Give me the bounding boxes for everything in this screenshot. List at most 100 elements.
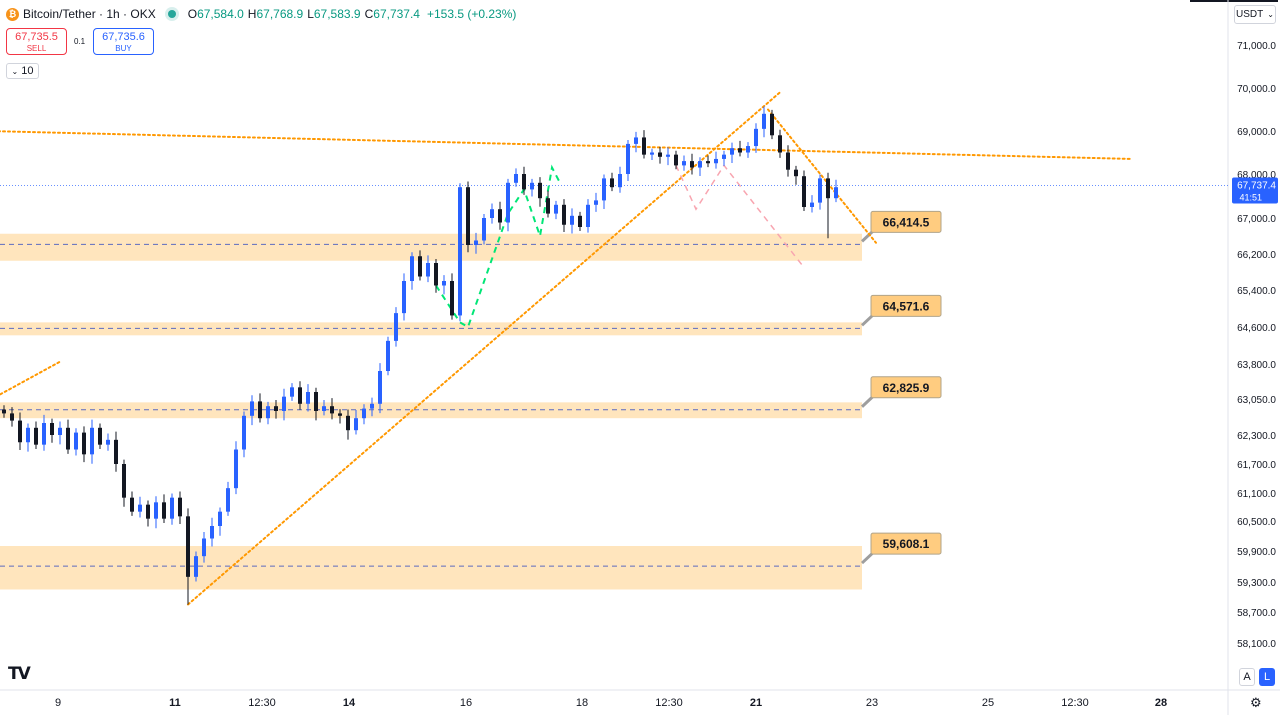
time-axis-tick: 12:30 [248,697,276,709]
candle-up [386,340,390,371]
candle-up [154,502,158,519]
candle-up [618,174,622,188]
buy-button[interactable]: 67,735.6 BUY [93,28,154,55]
spread-value: 0.1 [74,37,86,46]
sell-label: SELL [26,44,47,53]
candle-down [706,161,710,164]
current-price-value: 67,737.4 [1237,181,1276,192]
candle-up [506,182,510,223]
time-axis-tick: 16 [460,697,472,709]
candle-up [730,148,734,155]
candle-down [690,161,694,168]
candle-up [554,204,558,214]
candle-down [434,263,438,286]
candle-down [314,392,318,411]
time-axis-tick: 28 [1155,697,1167,709]
candle-down [546,198,550,214]
candle-up [378,371,382,404]
zone-price-label-box [870,532,942,555]
candle-up [570,215,574,225]
candle-up [370,403,374,409]
candle-up [138,504,142,512]
time-axis-tick: 11 [169,697,181,709]
support-zone [0,233,862,261]
ohlc-low-value: 67,583.9 [313,7,361,21]
price-axis-tick: 71,000.0 [1237,41,1276,52]
candle-down [738,148,742,153]
price-axis-tick: 69,000.0 [1237,127,1276,138]
candle-up [322,406,326,411]
candle-up [202,538,206,557]
log-scale-button[interactable]: L [1259,668,1275,686]
candle-down [522,174,526,190]
buy-label: BUY [115,44,132,53]
candle-down [178,497,182,517]
candle-down [130,497,134,512]
candle-down [114,439,118,464]
zone-price-label: 66,414.5 [883,215,930,229]
symbol-title[interactable]: Bitcoin/Tether · 1h · OKX [23,7,156,21]
time-axis-tick: 9 [55,697,61,709]
price-axis-tick: 64,600.0 [1237,323,1276,334]
projection-path-down [675,164,805,268]
time-axis-tick: 12:30 [1061,697,1089,709]
price-axis-tick: 67,000.0 [1237,214,1276,225]
candle-up [650,152,654,155]
time-axis-tick: 14 [343,697,356,709]
price-axis-tick: 59,900.0 [1237,547,1276,558]
price-axis-tick: 63,800.0 [1237,360,1276,371]
candle-down [826,178,830,199]
price-axis-tick: 65,400.0 [1237,286,1276,297]
price-axis-tick: 59,300.0 [1237,578,1276,589]
sell-button[interactable]: 67,735.5 SELL [6,28,67,55]
candle-up [410,256,414,281]
candle-down [162,502,166,519]
candle-down [2,409,6,414]
candle-down [610,178,614,188]
candle-up [594,200,598,205]
candle-down [578,215,582,227]
candle-down [82,432,86,455]
candle-up [402,281,406,314]
candle-up [234,449,238,489]
candle-down [770,113,774,136]
time-axis-tick: 12:30 [655,697,683,709]
candle-up [194,556,198,577]
currency-selector[interactable]: USDT ⌄ [1234,5,1276,24]
projection-path-up [435,164,561,329]
auto-scale-button[interactable]: A [1239,668,1255,686]
candle-up [354,418,358,431]
candle-down [258,401,262,419]
candle-up [266,406,270,419]
candle-down [674,154,678,166]
candle-down [10,413,14,421]
candle-down [50,423,54,435]
tradingview-logo[interactable]: TV [8,664,31,684]
candle-up [682,161,686,166]
candle-up [250,401,254,416]
trendline [767,108,877,244]
candle-down [538,182,542,199]
candle-down [98,427,102,445]
candle-up [426,263,430,277]
candle-down [642,137,646,155]
price-axis-tick: 60,500.0 [1237,517,1276,528]
candle-up [362,408,366,419]
candle-up [226,488,230,512]
candle-up [170,497,174,519]
candle-up [490,209,494,218]
candle-down [346,415,350,431]
time-axis-tick: 18 [576,697,588,709]
candle-up [458,187,462,316]
candle-down [274,406,278,411]
indicators-toggle-button[interactable]: ⌄ 10 [6,63,39,79]
candle-countdown: 41:51 [1239,193,1262,203]
settings-gear-icon[interactable]: ⚙ [1250,695,1262,710]
candle-down [418,256,422,277]
market-status-icon [167,10,176,18]
window-top-bar [1190,0,1278,2]
candle-up [482,218,486,241]
candle-down [778,135,782,153]
price-axis-tick: 68,000.0 [1237,170,1276,181]
